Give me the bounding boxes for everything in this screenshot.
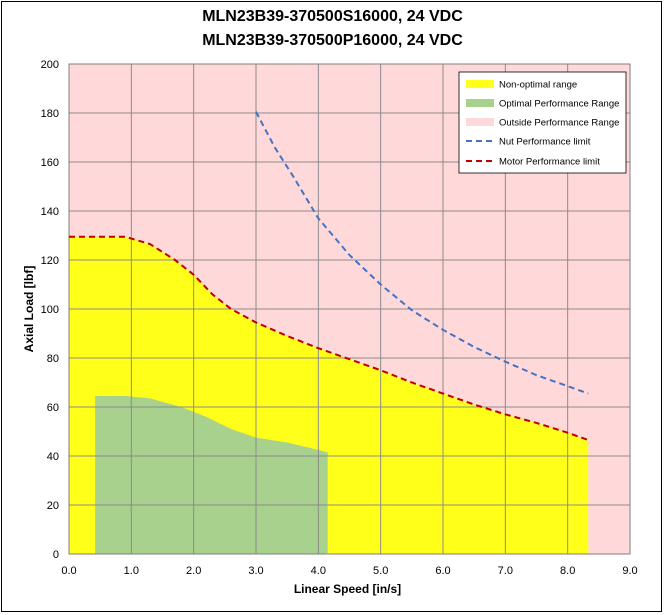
legend-label: Outside Performance Range bbox=[499, 118, 619, 129]
y-tick-label: 160 bbox=[41, 157, 59, 169]
legend-swatch bbox=[466, 118, 494, 126]
y-tick-label: 0 bbox=[53, 549, 59, 561]
y-tick-label: 180 bbox=[41, 108, 59, 120]
legend-label: Non-optimal range bbox=[499, 80, 577, 91]
x-tick-label: 1.0 bbox=[124, 565, 139, 577]
x-tick-label: 9.0 bbox=[622, 565, 637, 577]
y-tick-label: 20 bbox=[47, 500, 59, 512]
x-tick-label: 4.0 bbox=[311, 565, 326, 577]
optimal-area bbox=[95, 395, 328, 554]
x-tick-label: 6.0 bbox=[435, 565, 450, 577]
chart-title: MLN23B39-370500S16000, 24 VDC bbox=[202, 8, 463, 25]
y-tick-label: 100 bbox=[41, 304, 59, 316]
x-tick-label: 5.0 bbox=[373, 565, 388, 577]
chart-subtitle: MLN23B39-370500P16000, 24 VDC bbox=[202, 32, 463, 49]
nut-limit-line bbox=[255, 111, 589, 395]
x-tick-label: 0.0 bbox=[61, 565, 76, 577]
legend-label: Nut Performance limit bbox=[499, 137, 591, 148]
y-axis-label: Axial Load [lbf] bbox=[22, 266, 36, 353]
plot-border bbox=[68, 63, 631, 555]
motor-limit-line bbox=[69, 235, 589, 442]
x-tick-label: 2.0 bbox=[186, 565, 201, 577]
x-axis-label: Linear Speed [in/s] bbox=[294, 582, 401, 596]
x-tick-label: 7.0 bbox=[498, 565, 513, 577]
legend-label: Optimal Performance Range bbox=[499, 99, 619, 110]
y-tick-label: 140 bbox=[41, 206, 59, 218]
y-tick-label: 80 bbox=[47, 353, 59, 365]
y-tick-label: 200 bbox=[41, 59, 59, 71]
y-tick-label: 120 bbox=[41, 255, 59, 267]
legend-swatch bbox=[466, 80, 494, 88]
legend-swatch bbox=[466, 99, 494, 107]
y-tick-label: 40 bbox=[47, 451, 59, 463]
legend-label: Motor Performance limit bbox=[499, 157, 600, 168]
x-tick-label: 3.0 bbox=[248, 565, 263, 577]
x-tick-label: 8.0 bbox=[560, 565, 575, 577]
y-tick-label: 60 bbox=[47, 402, 59, 414]
